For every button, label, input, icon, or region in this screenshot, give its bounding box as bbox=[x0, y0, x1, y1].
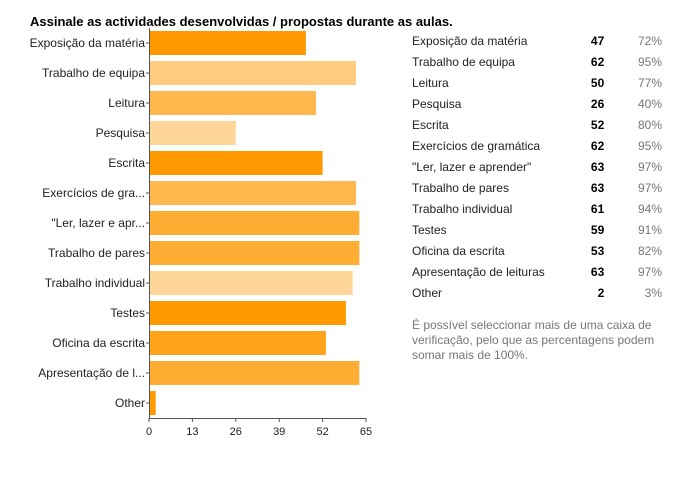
category-label-4: Escrita bbox=[108, 156, 145, 170]
summary-table: Exposição da matéria 47 72% Trabalho de equ… bbox=[412, 30, 662, 303]
summary-label: Trabalho individual bbox=[412, 201, 513, 216]
summary-percent: 80% bbox=[637, 117, 662, 132]
summary-count: 2 bbox=[597, 285, 605, 300]
summary-row: Escrita 52 80% bbox=[412, 114, 662, 135]
summary-count: 63 bbox=[590, 159, 605, 174]
category-label-8: Trabalho individual bbox=[45, 276, 145, 290]
bar-4 bbox=[149, 151, 323, 175]
summary-count: 61 bbox=[590, 201, 605, 216]
summary-count: 26 bbox=[590, 96, 605, 111]
summary-row: Exercícios de gramática 62 95% bbox=[412, 135, 662, 156]
summary-count: 50 bbox=[590, 75, 605, 90]
summary-count: 63 bbox=[590, 264, 605, 279]
summary-label: Escrita bbox=[412, 117, 449, 132]
percentage-note: É possível seleccionar mais de uma caixa… bbox=[412, 318, 655, 362]
summary-label: Oficina da escrita bbox=[412, 243, 505, 258]
x-tick-label-3: 39 bbox=[273, 426, 285, 438]
summary-count: 59 bbox=[590, 222, 605, 237]
summary-label: Pesquisa bbox=[412, 96, 462, 111]
x-tick-label-5: 65 bbox=[360, 426, 372, 438]
summary-percent: 94% bbox=[637, 201, 662, 216]
x-tick-label-4: 52 bbox=[316, 426, 328, 438]
summary-count: 47 bbox=[590, 33, 605, 48]
summary-percent: 97% bbox=[637, 180, 662, 195]
category-label-6: "Ler, lazer e apr... bbox=[51, 216, 145, 230]
summary-label: "Ler, lazer e aprender" bbox=[412, 159, 532, 174]
summary-row: Oficina da escrita 53 82% bbox=[412, 240, 662, 261]
question-title: Assinale as actividades desenvolvidas / … bbox=[30, 14, 453, 29]
category-label-1: Trabalho de equipa bbox=[42, 66, 145, 80]
bar-8 bbox=[149, 271, 353, 295]
summary-percent: 97% bbox=[637, 264, 662, 279]
category-label-10: Oficina da escrita bbox=[52, 336, 145, 350]
category-label-3: Pesquisa bbox=[96, 126, 146, 140]
bar-0 bbox=[149, 31, 306, 55]
summary-percent: 82% bbox=[637, 243, 662, 258]
x-tick-label-2: 26 bbox=[230, 426, 242, 438]
bar-3 bbox=[149, 121, 236, 145]
bar-5 bbox=[149, 181, 356, 205]
summary-row: Testes 59 91% bbox=[412, 219, 662, 240]
bar-7 bbox=[149, 241, 360, 265]
bar-10 bbox=[149, 331, 326, 355]
summary-row: Other 2 3% bbox=[412, 282, 662, 303]
summary-percent: 77% bbox=[637, 75, 662, 90]
category-label-12: Other bbox=[115, 396, 145, 410]
summary-percent: 95% bbox=[637, 54, 662, 69]
summary-percent: 72% bbox=[637, 33, 662, 48]
summary-row: Apresentação de leituras 63 97% bbox=[412, 261, 662, 282]
summary-row: Trabalho de equipa 62 95% bbox=[412, 51, 662, 72]
category-label-5: Exercícios de gra... bbox=[42, 186, 145, 200]
summary-row: Pesquisa 26 40% bbox=[412, 93, 662, 114]
category-label-9: Testes bbox=[110, 306, 145, 320]
bar-2 bbox=[149, 91, 316, 115]
summary-label: Trabalho de equipa bbox=[412, 54, 515, 69]
summary-row: Exposição da matéria 47 72% bbox=[412, 30, 662, 51]
category-label-7: Trabalho de pares bbox=[48, 246, 145, 260]
category-label-2: Leitura bbox=[108, 96, 145, 110]
summary-label: Trabalho de pares bbox=[412, 180, 509, 195]
summary-label: Testes bbox=[412, 222, 447, 237]
category-label-0: Exposição da matéria bbox=[30, 36, 146, 50]
summary-label: Leitura bbox=[412, 75, 449, 90]
summary-percent: 95% bbox=[637, 138, 662, 153]
summary-row: Trabalho de pares 63 97% bbox=[412, 177, 662, 198]
summary-label: Other bbox=[412, 285, 443, 300]
bar-12 bbox=[149, 391, 156, 415]
summary-count: 63 bbox=[590, 180, 605, 195]
bar-6 bbox=[149, 211, 360, 235]
summary-row: Trabalho individual 61 94% bbox=[412, 198, 662, 219]
summary-percent: 97% bbox=[637, 159, 662, 174]
summary-count: 62 bbox=[590, 54, 605, 69]
summary-row: "Ler, lazer e aprender" 63 97% bbox=[412, 156, 662, 177]
summary-label: Exposição da matéria bbox=[412, 33, 528, 48]
x-tick-label-1: 13 bbox=[186, 426, 198, 438]
x-tick-label-0: 0 bbox=[146, 426, 152, 438]
summary-percent: 3% bbox=[644, 285, 662, 300]
summary-percent: 40% bbox=[637, 96, 662, 111]
summary-count: 53 bbox=[590, 243, 605, 258]
bar-11 bbox=[149, 361, 360, 385]
category-label-11: Apresentação de l... bbox=[38, 366, 145, 380]
summary-percent: 91% bbox=[637, 222, 662, 237]
summary-count: 52 bbox=[590, 117, 605, 132]
bar-chart: Exposição da matéria Trabalho de equipa Le… bbox=[30, 28, 372, 438]
summary-label: Exercícios de gramática bbox=[412, 138, 541, 153]
summary-count: 62 bbox=[590, 138, 605, 153]
bar-1 bbox=[149, 61, 356, 85]
summary-row: Leitura 50 77% bbox=[412, 72, 662, 93]
summary-label: Apresentação de leituras bbox=[412, 264, 545, 279]
bar-9 bbox=[149, 301, 346, 325]
